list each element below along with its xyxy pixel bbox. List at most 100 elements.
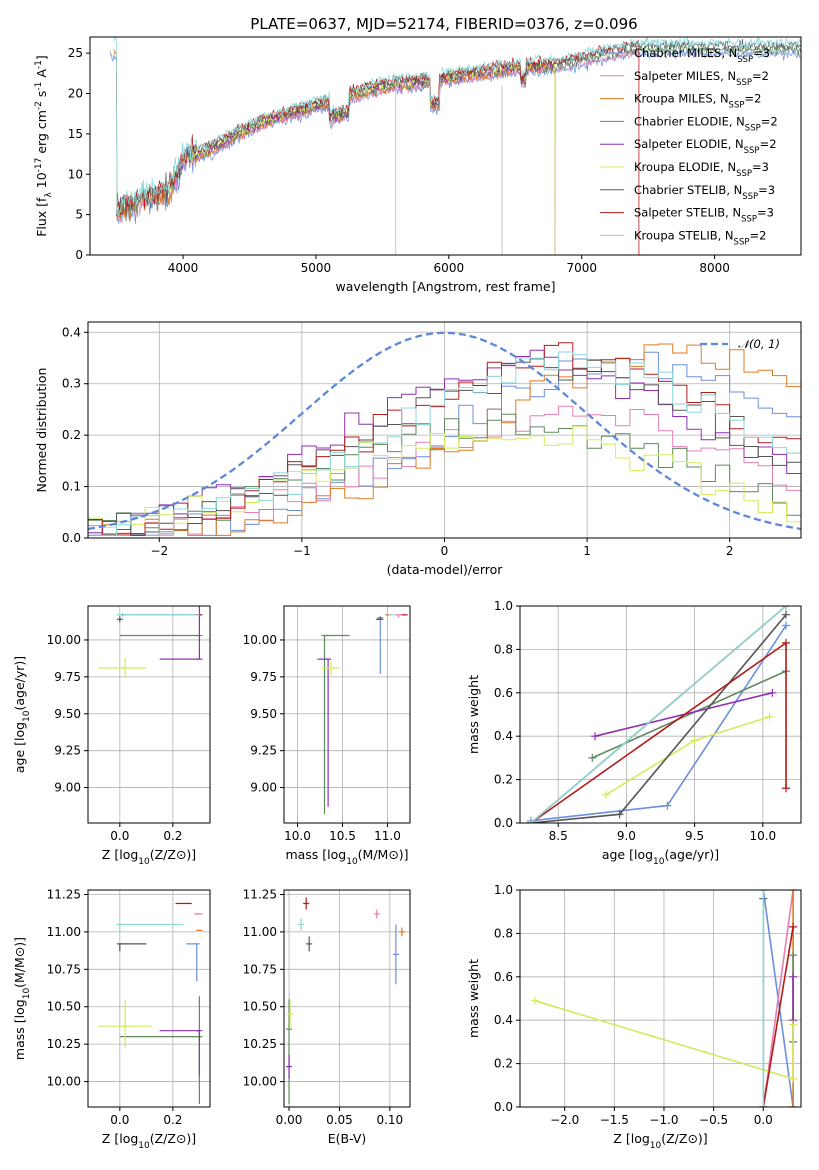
data-marker bbox=[759, 1103, 768, 1107]
plot-area bbox=[530, 890, 798, 1107]
x-axis-label: Z [log10(Z/Z⊙)] bbox=[102, 1131, 196, 1151]
x-axis-label: (data-model)/error bbox=[387, 562, 504, 577]
axes-frame bbox=[87, 605, 211, 824]
y-tick-label: 10.75 bbox=[47, 962, 81, 976]
legend-label: Kroupa ELODIE, NSSP=3 bbox=[634, 160, 769, 179]
legend-label: Salpeter ELODIE, NSSP=2 bbox=[634, 137, 777, 156]
x-tick-label: −1 bbox=[293, 544, 311, 558]
x-tick-label: 2 bbox=[726, 544, 734, 558]
residual-histogram-panel: −2 −1 0 1 2 0.0 0.1 0.2 0.3 0.4 (data-model)/error… bbox=[34, 321, 802, 577]
y-tick-label: 11.00 bbox=[47, 925, 81, 939]
x-tick-label: 11.0 bbox=[374, 829, 401, 843]
y-tick-label: 9.75 bbox=[54, 670, 81, 684]
y-axis-label: mass weight bbox=[466, 959, 481, 1038]
spectrum-line-kroupa-stelib bbox=[113, 37, 801, 217]
axes-frame bbox=[283, 889, 411, 1108]
y-tick-label: 9.00 bbox=[54, 781, 81, 795]
data-marker bbox=[759, 890, 768, 894]
y-tick-label: 1.0 bbox=[494, 883, 513, 897]
series-line-salpeter-stelib bbox=[530, 641, 787, 823]
legend-label: 𝒩(0, 1) bbox=[738, 337, 780, 351]
data-marker bbox=[690, 736, 699, 745]
axes-frame bbox=[519, 889, 802, 1108]
data-marker bbox=[789, 1074, 798, 1083]
plot-area bbox=[109, 37, 801, 255]
mass-vs-metallicity-panel: 0.0 0.2 10.00 10.25 10.50 10.75 11.00 11.25 Z [l… bbox=[12, 887, 211, 1151]
y-tick-label: 10.25 bbox=[47, 1037, 81, 1051]
data-marker bbox=[768, 688, 777, 697]
data-marker bbox=[526, 819, 535, 823]
axes-frame bbox=[89, 36, 802, 256]
legend-label: Chabrier MILES, NSSP=3 bbox=[634, 46, 770, 65]
y-tick-label: 5 bbox=[75, 208, 83, 222]
x-tick-label: −2.0 bbox=[550, 1113, 579, 1127]
data-marker bbox=[789, 1103, 798, 1107]
x-tick-label: 0.2 bbox=[163, 829, 182, 843]
axes-frame bbox=[519, 605, 802, 824]
data-marker bbox=[789, 972, 798, 981]
data-marker bbox=[781, 606, 790, 610]
plot-area bbox=[98, 902, 203, 1105]
data-marker bbox=[781, 784, 790, 793]
data-marker bbox=[789, 1020, 798, 1029]
mass-vs-extinction-panel: 0.00 0.05 0.10 10.00 10.25 10.50 10.75 11.00 11.… bbox=[243, 887, 411, 1146]
plot-area bbox=[88, 331, 801, 536]
y-tick-label: 0.2 bbox=[62, 428, 81, 442]
x-tick-label: −1.0 bbox=[649, 1113, 678, 1127]
x-tick-label: 0.0 bbox=[754, 1113, 773, 1127]
y-axis-label: age [log10(age/yr)] bbox=[12, 656, 32, 773]
x-tick-label: 6000 bbox=[434, 261, 465, 275]
y-tick-label: 0.8 bbox=[494, 926, 513, 940]
y-tick-label: 0.2 bbox=[494, 1057, 513, 1071]
x-axis-label: mass [log10(M/M⊙)] bbox=[285, 847, 408, 867]
series-line-kroupa-elodie bbox=[605, 715, 770, 796]
legend-label: Chabrier ELODIE, NSSP=2 bbox=[634, 114, 778, 133]
x-tick-label: 5000 bbox=[301, 261, 332, 275]
series-line-kroupa-stelib bbox=[530, 606, 787, 823]
histogram-salpeter-miles bbox=[88, 405, 801, 536]
data-marker bbox=[530, 996, 539, 1005]
y-tick-label: 10.75 bbox=[243, 962, 277, 976]
data-marker bbox=[591, 732, 600, 741]
x-tick-label: 10.0 bbox=[749, 829, 776, 843]
data-marker bbox=[663, 801, 672, 810]
y-tick-label: 9.25 bbox=[250, 744, 277, 758]
plot-area bbox=[526, 606, 790, 823]
spectrum-line-chabrier-elodie bbox=[116, 44, 801, 222]
x-axis-label: Z [log10(Z/Z⊙)] bbox=[102, 847, 196, 867]
y-tick-label: 11.25 bbox=[243, 887, 277, 901]
x-tick-label: −1.5 bbox=[600, 1113, 629, 1127]
figure-title: PLATE=0637, MJD=52174, FIBERID=0376, z=0… bbox=[250, 15, 637, 33]
x-axis-label: wavelength [Angstrom, rest frame] bbox=[335, 279, 555, 294]
y-axis-label: Flux [fλ 10-17 erg cm-2 s-1 A-1] bbox=[34, 55, 54, 237]
y-tick-label: 0.4 bbox=[494, 729, 513, 743]
y-tick-label: 10.00 bbox=[243, 633, 277, 647]
y-tick-label: 20 bbox=[68, 87, 83, 101]
y-tick-label: 0.6 bbox=[494, 686, 513, 700]
y-tick-label: 1.0 bbox=[494, 599, 513, 613]
x-tick-label: 1 bbox=[583, 544, 591, 558]
legend-label: Kroupa STELIB, NSSP=2 bbox=[634, 228, 766, 247]
y-tick-label: 10 bbox=[68, 167, 83, 181]
axes-frame bbox=[283, 605, 411, 824]
mass-weight-vs-metallicity-panel: −2.0 −1.5 −1.0 −0.5 0.0 0.0 0.2 0.4 0.6 0.8 1.0 Z [… bbox=[466, 883, 802, 1151]
x-tick-label: 9.5 bbox=[685, 829, 704, 843]
legend-label: Chabrier STELIB, NSSP=3 bbox=[634, 183, 775, 202]
histogram-salpeter-elodie bbox=[88, 349, 801, 534]
y-tick-label: 0 bbox=[75, 248, 83, 262]
data-marker bbox=[781, 638, 790, 647]
y-tick-label: 10.00 bbox=[47, 1075, 81, 1089]
y-tick-label: 10.00 bbox=[47, 633, 81, 647]
legend-label: Kroupa MILES, NSSP=2 bbox=[634, 92, 761, 111]
spectrum-panel: 4000 5000 6000 7000 8000 0 5 10 15 20 25 wavelength… bbox=[34, 36, 802, 294]
axes-frame bbox=[87, 889, 211, 1108]
legend-label: Salpeter STELIB, NSSP=3 bbox=[634, 206, 774, 225]
y-axis-label: mass [log10(M/M⊙)] bbox=[12, 937, 32, 1060]
x-tick-label: 0.0 bbox=[110, 1113, 129, 1127]
data-marker bbox=[601, 790, 610, 799]
data-marker bbox=[781, 610, 790, 619]
y-tick-label: 9.50 bbox=[250, 707, 277, 721]
age-vs-mass-panel: 10.0 10.5 11.0 9.00 9.25 9.50 9.75 10.00 mass [l… bbox=[243, 605, 411, 867]
x-tick-label: 7000 bbox=[566, 261, 597, 275]
y-axis-label: Normed distribution bbox=[34, 368, 49, 493]
